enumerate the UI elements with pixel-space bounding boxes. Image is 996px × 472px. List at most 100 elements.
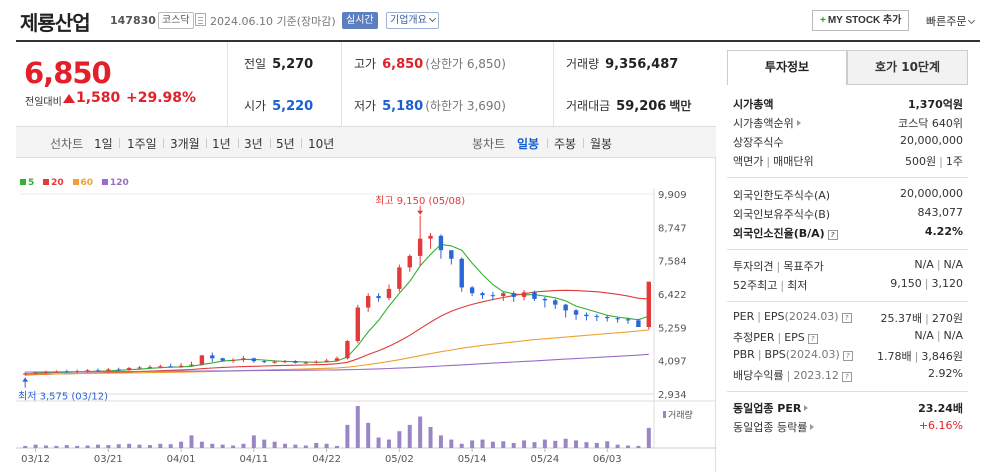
sector-per-label: 동일업종 PER [733,402,802,415]
sector-change-row[interactable]: 동일업종 등락률 +6.16% [733,419,963,436]
ma-line-5 [25,243,649,375]
market-cap-value: 1,370억원 [907,98,963,111]
candle-body [438,235,444,251]
add-mystock-label: MY STOCK 추가 [827,15,902,26]
sector-per-value: 23.24배 [918,402,963,415]
sector-per-row[interactable]: 동일업종 PER 23.24배 [733,400,963,417]
high-price: 고가 6,850 (상한가 6,850) [354,55,506,72]
tab-orderbook-10[interactable]: 호가 10단계 [847,50,968,85]
chevron-down-icon [968,16,976,25]
pbr-bps: PBR | BPS(2024.03)? [733,348,853,361]
candle-monthly[interactable]: 월봉 [590,137,613,151]
candle-body [511,293,516,297]
tab-investment-info[interactable]: 투자정보 [727,50,847,85]
candle-body [605,316,610,319]
legend-ma-5-label: 5 [28,178,35,188]
help-icon[interactable]: ? [827,230,838,240]
help-icon[interactable]: ? [841,313,852,323]
volume-bar [324,443,329,448]
legend-swatch [20,179,26,185]
help-icon[interactable]: ? [842,351,853,361]
separator: | [776,260,781,273]
par-lot-values: 500원 | 1주 [905,153,963,169]
legend-swatch [43,179,50,185]
company-overview-button[interactable]: 기업개요 [386,12,439,29]
quote-divider [341,42,342,126]
volume-label: 거래량 [566,57,600,71]
candle-body [22,373,28,375]
volume-bar [511,442,516,448]
toolbar-divider [238,138,239,148]
separator: | [924,277,929,290]
bps-label: BPS [764,348,786,361]
lot-label: 매매단위 [773,155,814,168]
sector-per: 동일업종 PER [733,400,809,416]
toolbar-divider [547,138,548,148]
volume-bar [522,440,527,448]
volume-bar [85,445,90,448]
w52-values: 9,150 | 3,120 [890,277,963,290]
period-10y[interactable]: 10년 [308,137,335,151]
legend-ma-60: 60 [72,178,93,188]
volume-bar [407,424,412,448]
est-eps-value: N/A [943,329,963,342]
y-tick-label: 6,422 [658,290,687,301]
candle-body [521,292,527,297]
add-mystock-button[interactable]: + MY STOCK 추가 [812,10,910,31]
candle-daily[interactable]: 일봉 [517,137,540,151]
candle-body [106,369,111,371]
opinion-row: 투자의견 | 목표주가 N/A | N/A [733,258,963,275]
candle-body [293,361,298,363]
separator: | [914,350,919,363]
quick-order-button[interactable]: 빠른주문 [926,13,976,29]
legend-ma-5: 5 [20,178,34,188]
volume-bar [127,443,132,448]
period-1y[interactable]: 1년 [212,137,231,151]
period-5y[interactable]: 5년 [276,137,295,151]
candle-body [397,267,402,289]
market-cap-rank-row[interactable]: 시가총액순위 코스닥 640위 [733,115,963,132]
candle-body [469,287,475,294]
pbr-label: PBR [733,348,755,361]
candle-body [262,361,267,363]
candle-body [314,361,319,363]
date-text: 2024.06.10 기준(장마감) [210,15,336,28]
period-1w[interactable]: 1주일 [127,137,157,151]
legend-ma-120-label: 120 [109,178,129,188]
help-icon[interactable]: ? [841,372,852,382]
foreign-ratio-label: 외국인소진율(B/A) [733,227,825,240]
candle-body [480,293,485,296]
period-3m[interactable]: 3개월 [170,137,200,151]
volume-bar [64,445,69,448]
candle-body [501,293,506,297]
opinion-label: 투자의견 [733,260,774,273]
volume-bar [646,427,651,448]
volume-bar [594,442,599,448]
volume-bar [303,445,308,448]
volume-bar [75,445,80,448]
help-icon[interactable]: ? [807,334,818,344]
volume-bar [490,441,495,448]
period-3y[interactable]: 3년 [244,137,263,151]
ma-line-60 [25,329,649,375]
volume-bar [262,439,267,448]
candle-body [147,366,153,368]
candle-body [625,319,631,321]
pbr-bps-values: 1.78배 | 3,846원 [877,348,963,364]
candle-body [428,235,433,239]
candle-body [553,300,558,305]
prev-close-label: 전일 [244,57,267,71]
volume-bar [532,442,537,448]
target-value: N/A [943,258,963,271]
volume-bar [563,438,568,448]
price-chart[interactable]: 5 20 60 120 9,909 8,747 7,584 6,422 5,259 4,0… [16,158,716,472]
volume-bar [210,443,215,448]
candle-body [449,250,454,259]
line-chart-label: 선차트 [50,137,84,151]
chart-canvas: 9,909 8,747 7,584 6,422 5,259 4,097 2,934 03/12… [16,188,716,465]
period-1d[interactable]: 1일 [94,137,113,151]
candle-weekly[interactable]: 주봉 [554,137,577,151]
realtime-badge[interactable]: 실시간 [342,12,378,29]
investment-info-panel: 투자정보 호가 10단계 시가총액 1,370억원 시가총액순위 코스닥 640위 … [727,50,968,440]
volume-bar [272,441,277,448]
